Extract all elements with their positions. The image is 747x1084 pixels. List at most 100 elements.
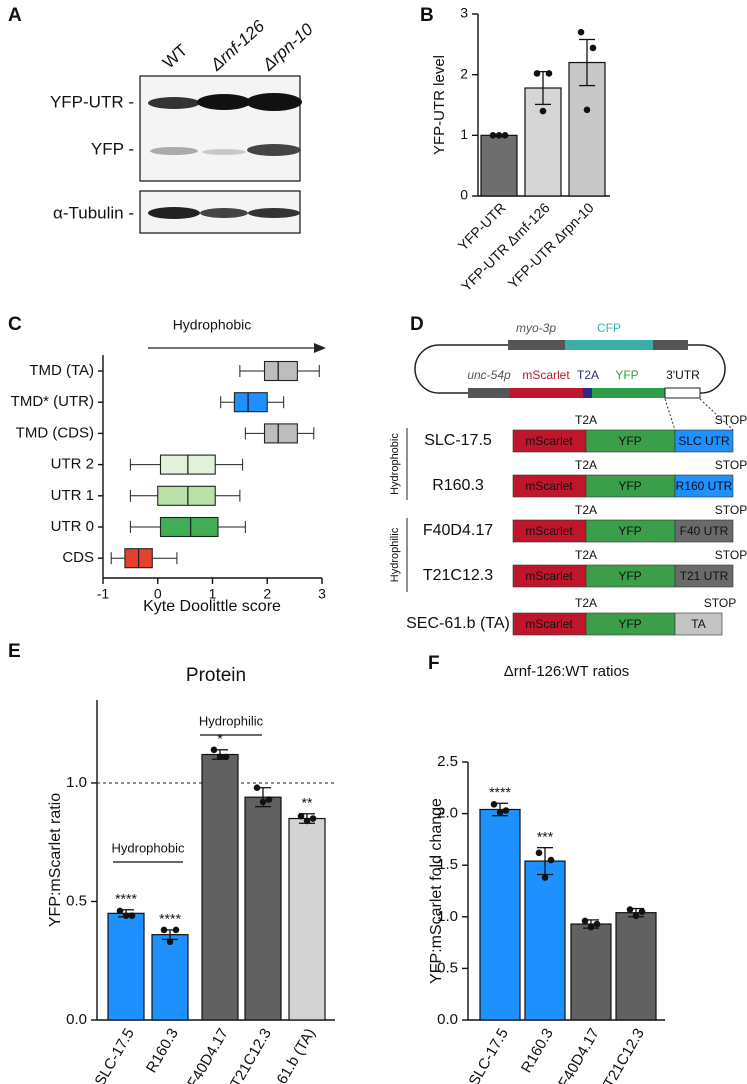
data-point [535, 849, 543, 857]
data-point [533, 70, 541, 77]
segment [468, 388, 510, 398]
segment-label: mScarlet [525, 569, 573, 583]
band [246, 93, 302, 111]
band [200, 208, 248, 218]
bar [615, 912, 657, 1021]
construct-name: SEC-61.b (TA) [406, 615, 510, 632]
construct-name: T21C12.3 [423, 567, 493, 584]
y-axis-title: YFP:mScarlet ratio [47, 793, 64, 927]
segment-label: SLC UTR [678, 434, 730, 448]
marker-label: T2A [575, 503, 597, 517]
data-point [265, 796, 273, 803]
y-tick-label: TMD (TA) [29, 362, 94, 379]
data-point [577, 28, 585, 36]
box [159, 516, 219, 538]
band [202, 149, 246, 155]
panel-label: D [410, 314, 424, 335]
bar [479, 808, 521, 1021]
segment-label: YFP [618, 617, 641, 631]
data-point [545, 70, 553, 77]
significance: **** [489, 784, 511, 800]
x-tick-label: T21C12.3 [600, 1025, 648, 1084]
arrow-head [314, 343, 326, 353]
zoom-line [699, 398, 734, 431]
plasmid-label: YFP [615, 368, 638, 382]
y-tick-label: 0.0 [66, 1011, 87, 1028]
lane-label: Δrnf-126 [206, 16, 268, 75]
data-point [632, 912, 640, 920]
x-axis-title: Kyte Doolittle score [143, 598, 281, 615]
segment [674, 612, 723, 636]
data-point [626, 906, 634, 913]
data-point [172, 926, 180, 934]
data-point [166, 938, 174, 946]
band [197, 94, 251, 110]
construct-name: F40D4.17 [423, 522, 493, 539]
y-tick-label: 0.0 [437, 1011, 458, 1028]
data-point [128, 912, 136, 920]
y-tick-label: CDS [62, 549, 94, 566]
chart-title: Protein [186, 665, 246, 686]
group-label: Hydrophobic [112, 840, 185, 855]
plasmid-label: unc-54p [467, 368, 511, 382]
y-tick-label: UTR 1 [51, 487, 94, 504]
box [263, 360, 298, 382]
x-tick-label: 0 [154, 586, 162, 602]
data-point [160, 926, 168, 934]
data-point [541, 874, 549, 881]
x-tick-label: 3 [318, 586, 326, 602]
band [247, 144, 301, 156]
marker-label: T2A [575, 548, 597, 562]
x-tick-label: YFP-UTR Δrpn-10 [505, 199, 597, 291]
marker-label: STOP [704, 596, 736, 610]
segment [565, 340, 653, 350]
group-label: Hydrophilic [199, 713, 264, 728]
panel-label: B [420, 5, 434, 26]
marker-label: T2A [575, 413, 597, 427]
row-label: α-Tubulin - [53, 203, 134, 222]
plasmid-label: mScarlet [522, 368, 570, 382]
y-axis-title: YFP:mScarlet fold change [428, 798, 445, 984]
x-tick-label: F40D4.17 [184, 1025, 232, 1084]
data-point [216, 753, 224, 761]
segment [674, 429, 734, 453]
band [150, 147, 198, 155]
x-tick-label: SLC-17.5 [91, 1025, 137, 1084]
x-tick-label: SLC-17.5 [465, 1025, 511, 1084]
significance: **** [159, 911, 181, 927]
significance: * [217, 730, 223, 746]
data-point [589, 44, 597, 52]
data-point [501, 132, 509, 139]
data-point [222, 753, 230, 761]
significance: *** [537, 828, 554, 844]
y-tick-label: 1.0 [66, 774, 87, 791]
data-point [583, 106, 591, 114]
chart-title: Δrnf-126:WT ratios [504, 663, 630, 680]
y-tick-label: 3 [460, 5, 468, 21]
plasmid-label: T2A [577, 368, 599, 382]
blot-box [139, 75, 301, 182]
marker-label: T2A [575, 458, 597, 472]
band [148, 97, 200, 109]
segment-label: YFP [618, 434, 641, 448]
x-tick-label: -1 [97, 586, 110, 602]
annotation: Hydrophobic [173, 317, 252, 333]
segment [674, 474, 734, 498]
y-tick-label: UTR 2 [51, 456, 94, 473]
panel-label: A [8, 5, 22, 26]
band [148, 207, 200, 219]
plasmid-label: myo-3p [516, 321, 556, 335]
box [263, 423, 298, 444]
bar [288, 817, 326, 1021]
segment [592, 388, 665, 398]
data-point [496, 809, 504, 816]
zoom-line [664, 398, 676, 431]
data-point [581, 917, 589, 925]
bar [151, 934, 189, 1021]
y-tick-label: 1 [460, 126, 468, 142]
data-point [489, 132, 497, 139]
x-tick-label: 1 [209, 586, 217, 602]
band [248, 208, 300, 218]
y-tick-label: 0.5 [66, 892, 87, 909]
y-tick-label: 0 [460, 187, 468, 203]
